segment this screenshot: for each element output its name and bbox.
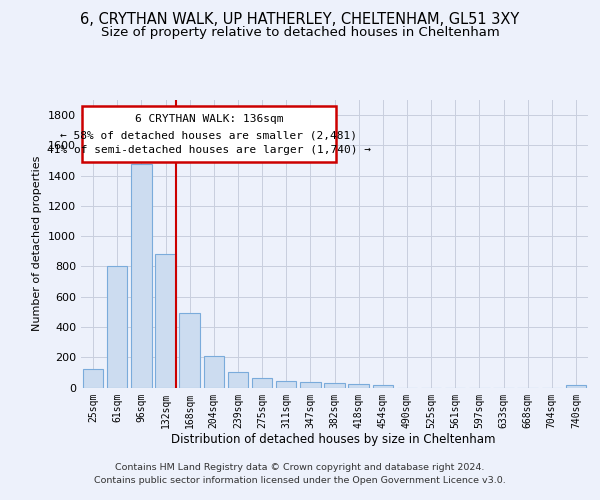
Bar: [566, 385, 586, 388]
Text: Distribution of detached houses by size in Cheltenham: Distribution of detached houses by size …: [171, 432, 495, 446]
Bar: [324, 383, 345, 388]
Bar: [131, 164, 152, 388]
FancyBboxPatch shape: [82, 106, 336, 162]
Bar: [107, 266, 127, 388]
Bar: [349, 384, 369, 388]
Text: Contains public sector information licensed under the Open Government Licence v3: Contains public sector information licen…: [94, 476, 506, 485]
Text: Size of property relative to detached houses in Cheltenham: Size of property relative to detached ho…: [101, 26, 499, 39]
Text: ← 58% of detached houses are smaller (2,481): ← 58% of detached houses are smaller (2,…: [61, 130, 358, 140]
Bar: [155, 254, 176, 388]
Text: 6 CRYTHAN WALK: 136sqm: 6 CRYTHAN WALK: 136sqm: [135, 114, 283, 124]
Text: Contains HM Land Registry data © Crown copyright and database right 2024.: Contains HM Land Registry data © Crown c…: [115, 464, 485, 472]
Bar: [373, 385, 393, 388]
Bar: [179, 314, 200, 388]
Text: 6, CRYTHAN WALK, UP HATHERLEY, CHELTENHAM, GL51 3XY: 6, CRYTHAN WALK, UP HATHERLEY, CHELTENHA…: [80, 12, 520, 28]
Bar: [300, 382, 320, 388]
Bar: [83, 370, 103, 388]
Text: 41% of semi-detached houses are larger (1,740) →: 41% of semi-detached houses are larger (…: [47, 144, 371, 154]
Y-axis label: Number of detached properties: Number of detached properties: [32, 156, 43, 332]
Bar: [203, 356, 224, 388]
Bar: [227, 372, 248, 388]
Bar: [276, 382, 296, 388]
Bar: [252, 378, 272, 388]
